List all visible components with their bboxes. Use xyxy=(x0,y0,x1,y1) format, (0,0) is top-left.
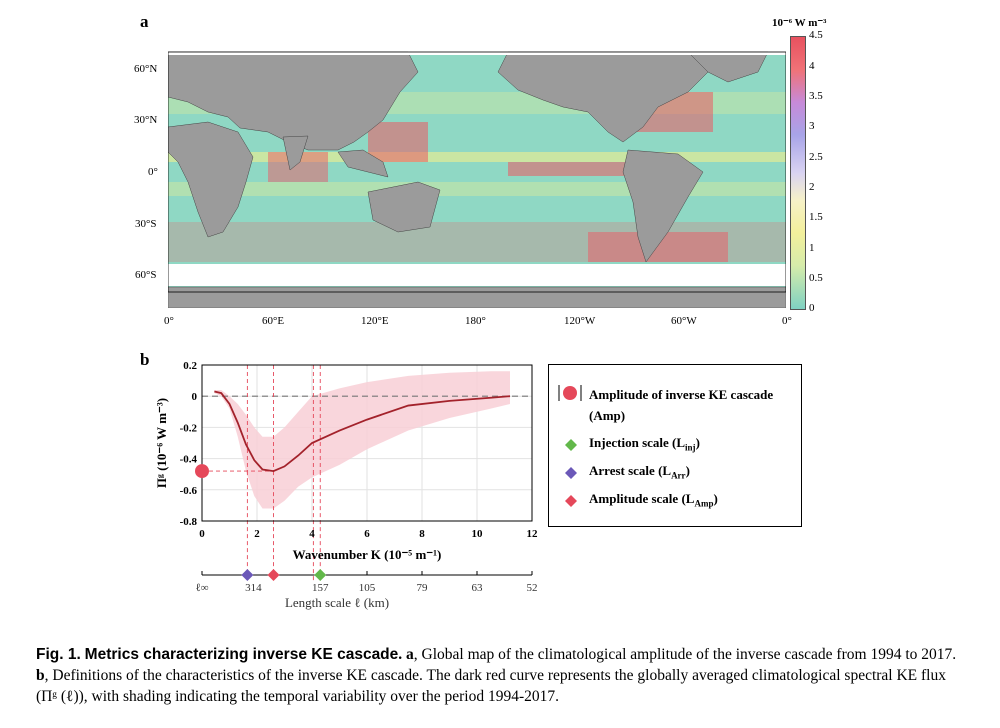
y-tick-label-1: 0 xyxy=(192,391,198,403)
lon-label-0: 0° xyxy=(164,315,174,327)
colorbar-gradient xyxy=(791,37,805,309)
africa-land xyxy=(167,121,254,238)
legend-suffix-injection: ) xyxy=(695,435,700,450)
length-tick-label-3: 105 xyxy=(359,582,376,594)
lon-label-180: 180° xyxy=(465,315,486,327)
x-tick-label-2: 4 xyxy=(309,528,315,540)
equatorial-band xyxy=(168,152,786,162)
legend-diamond-injection xyxy=(565,439,577,451)
antarctica-land xyxy=(167,286,787,309)
y-axis-label: Πᵍ (10⁻⁶ W m⁻³) xyxy=(154,398,169,488)
length-tick-label-1: 314 xyxy=(245,582,262,594)
lat-label-30s: 30°S xyxy=(135,218,157,230)
cb-tick-1-5: 1.5 xyxy=(809,211,823,223)
australia-land xyxy=(367,181,441,233)
cb-tick-0: 0 xyxy=(809,302,815,314)
legend-text-injection: Injection scale (L xyxy=(589,435,686,450)
x-axis-label: Wavenumber K (10⁻⁵ m⁻¹) xyxy=(293,547,442,562)
kuroshio-region xyxy=(368,122,428,162)
flux-curve xyxy=(214,390,511,473)
length-axis-label: Length scale ℓ (km) xyxy=(285,595,389,610)
south-america-land xyxy=(622,149,704,263)
chart-legend: Amplitude of inverse KE cascade (Amp) In… xyxy=(548,364,802,527)
lon-label-0-east: 0° xyxy=(782,315,792,327)
x-tick-label-3: 6 xyxy=(364,528,370,540)
cb-tick-2: 2 xyxy=(809,181,815,193)
length-tick-label-4: 79 xyxy=(417,582,429,594)
amplitude-circle-marker xyxy=(195,464,209,479)
x-tick-label-4: 8 xyxy=(419,528,425,540)
amplitude-scale-diamond xyxy=(267,569,280,581)
legend-item-amplitude-scale: Amplitude scale (LAmp) xyxy=(557,491,797,511)
x-tick-label-0: 0 xyxy=(199,528,205,540)
caption-fig-label: Fig. 1. xyxy=(36,646,81,663)
sea-ice-south xyxy=(168,264,786,286)
lon-label-60e: 60°E xyxy=(262,315,285,327)
eurasia-land xyxy=(167,51,419,151)
length-tick-label-0: ℓ∞ xyxy=(195,582,208,594)
caption-title: Metrics characterizing inverse KE cascad… xyxy=(84,646,399,663)
legend-sub-arrest: Arr xyxy=(671,470,686,481)
cb-tick-2-5: 2.5 xyxy=(809,151,823,163)
x-tick-label-5: 10 xyxy=(472,528,484,540)
cb-tick-3: 3 xyxy=(809,120,815,132)
caption-part-b-label: b xyxy=(36,667,45,684)
india-land xyxy=(282,135,309,171)
cb-tick-4-5: 4.5 xyxy=(809,29,823,41)
lat-label-60n: 60°N xyxy=(134,63,158,75)
colorbar-unit: 10⁻⁶ W m⁻³ xyxy=(772,17,827,29)
length-tick-label-6: 52 xyxy=(527,582,538,594)
legend-text-amplitude-scale: Amplitude scale (L xyxy=(589,491,695,506)
y-tick-label-2: -0.2 xyxy=(180,422,198,434)
panel-a-label: a xyxy=(140,12,149,31)
legend-text-amplitude: Amplitude of inverse KE cascade (Amp) xyxy=(589,387,774,423)
y-tick-label-3: -0.4 xyxy=(180,454,198,466)
cb-tick-3-5: 3.5 xyxy=(809,90,823,102)
legend-item-arrest: Arrest scale (LArr) xyxy=(557,463,797,483)
y-tick-label-0: 0.2 xyxy=(183,360,197,372)
y-tick-label-4: -0.6 xyxy=(180,485,198,497)
length-tick-label-2: 157 xyxy=(312,582,329,594)
figure-caption: Fig. 1. Metrics characterizing inverse K… xyxy=(36,644,966,707)
cb-tick-1: 1 xyxy=(809,242,815,254)
legend-item-injection: Injection scale (Linj) xyxy=(557,435,797,455)
cb-tick-0-5: 0.5 xyxy=(809,272,823,284)
lat-label-60s: 60°S xyxy=(135,269,157,281)
length-tick-label-5: 63 xyxy=(472,582,484,594)
variability-band xyxy=(214,371,510,509)
legend-sub-injection: inj xyxy=(685,442,696,453)
caption-title-dot: . xyxy=(398,646,403,663)
x-tick-label-1: 2 xyxy=(254,528,260,540)
legend-suffix-amplitude-scale: ) xyxy=(713,491,718,506)
flux-chart: 0 2 4 6 8 10 12 0.2 0 -0.2 -0.4 -0.6 -0.8 Wavenumber … xyxy=(154,360,539,610)
injection-scale-diamond xyxy=(314,569,327,581)
legend-text-arrest: Arrest scale (L xyxy=(589,463,672,478)
legend-circle-marker xyxy=(558,385,582,401)
legend-diamond-arrest xyxy=(565,467,577,479)
lon-label-120e: 120°E xyxy=(361,315,389,327)
lon-label-120w: 120°W xyxy=(564,315,596,327)
colorbar xyxy=(790,36,806,310)
legend-sub-amplitude-scale: Amp xyxy=(694,498,714,509)
map-svg xyxy=(167,51,787,309)
caption-part-a-label: a xyxy=(406,646,414,663)
arrest-scale-diamond xyxy=(241,569,254,581)
x-tick-label-6: 12 xyxy=(527,528,539,540)
legend-diamond-amplitude-scale xyxy=(565,495,577,507)
maritime-continent-land xyxy=(337,149,389,178)
caption-part-b-text: , Definitions of the characteristics of … xyxy=(36,667,946,705)
plot-frame xyxy=(201,364,533,522)
colorbar-svg xyxy=(791,37,805,309)
legend-suffix-arrest: ) xyxy=(685,463,690,478)
lon-label-60w: 60°W xyxy=(671,315,697,327)
caption-part-a-text: , Global map of the climatological ampli… xyxy=(413,646,957,663)
cb-tick-4: 4 xyxy=(809,60,815,72)
north-america-land xyxy=(497,51,709,143)
lat-label-30n: 30°N xyxy=(134,114,158,126)
global-map xyxy=(167,32,787,309)
lat-label-equator: 0° xyxy=(148,166,158,178)
panel-b-label: b xyxy=(140,350,150,369)
sea-ice-north xyxy=(168,52,786,55)
y-tick-label-5: -0.8 xyxy=(180,516,198,528)
